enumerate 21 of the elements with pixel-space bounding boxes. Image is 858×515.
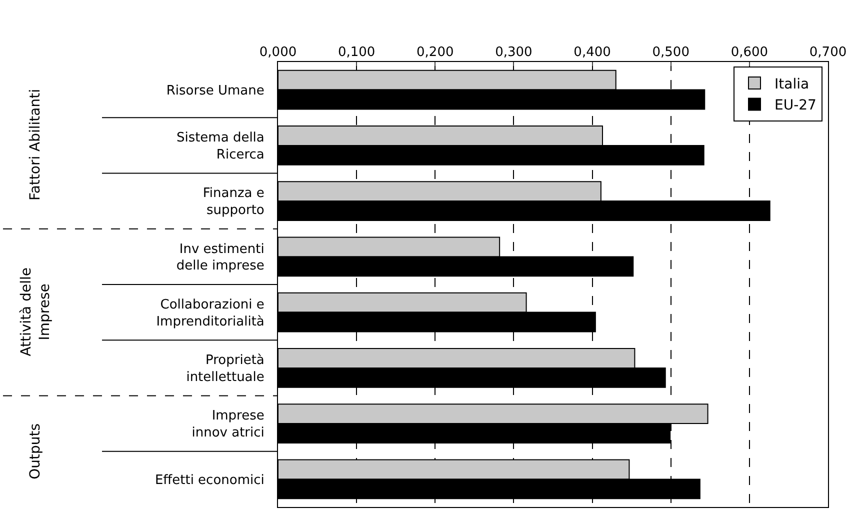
x-tick-label: 0,100 bbox=[338, 44, 376, 60]
x-tick-label: 0,600 bbox=[730, 44, 768, 60]
y-tick-label: Finanza e supporto bbox=[202, 186, 264, 218]
text: Attività delle Imprese bbox=[18, 268, 53, 356]
y-tick-label: Collaborazioni e Imprenditorialità bbox=[156, 297, 264, 330]
y-tick-label: Inv estimenti delle imprese bbox=[176, 242, 264, 274]
text: Fattori Abilitanti bbox=[28, 88, 44, 200]
x-tick-label: 0,400 bbox=[574, 44, 611, 60]
x-tick-label: 0,200 bbox=[416, 44, 454, 60]
y-tick-label: Sistema della Ricerca bbox=[176, 130, 264, 162]
x-tick-label: 0,000 bbox=[259, 44, 297, 60]
y-tick-label: Effetti economici bbox=[154, 472, 264, 488]
text: Outputs bbox=[28, 423, 44, 480]
y-tick-label: Proprietà intellettuale bbox=[186, 353, 264, 385]
x-tick-label: 0,500 bbox=[652, 44, 690, 60]
y-tick-label: Risorse Umane bbox=[166, 83, 264, 98]
y-tick-label: Imprese innov atrici bbox=[192, 408, 264, 441]
legend-label: Italia bbox=[774, 76, 810, 93]
x-tick-label: 0,700 bbox=[809, 44, 847, 60]
legend-label: EU-27 bbox=[774, 98, 816, 114]
x-tick-label: 0,300 bbox=[495, 44, 532, 60]
